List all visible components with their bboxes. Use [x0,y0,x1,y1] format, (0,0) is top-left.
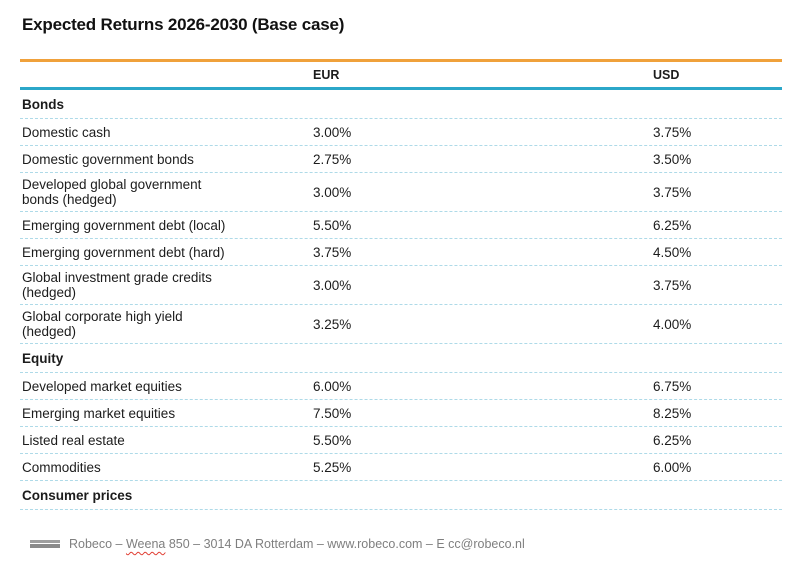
usd-value: 3.75% [653,124,692,140]
eur-value: 6.00% [313,378,352,394]
row-label: Emerging market equities [22,405,176,421]
table-row: Listed real estate 5.50% 6.25% [20,427,782,454]
row-label: Global corporate high yield (hedged) [22,309,183,339]
bars-icon [30,540,60,548]
usd-value: 4.50% [653,244,692,260]
header-eur: EUR [313,67,340,82]
table-row: Commodities 5.25% 6.00% [20,454,782,481]
table-header-row: EUR USD [20,59,782,90]
table-row: Developed global government bonds (hedge… [20,173,782,212]
table-row: Domestic government bonds 2.75% 3.50% [20,146,782,173]
expected-returns-table: EUR USD Bonds Domestic cash 3.00% 3.75% … [20,59,782,510]
usd-value: 6.25% [653,432,692,448]
usd-value: 6.00% [653,459,692,475]
page-title: Expected Returns 2026-2030 (Base case) [22,15,345,34]
eur-value: 3.00% [313,184,352,200]
row-label: Domestic cash [22,124,111,140]
document-page: Expected Returns 2026-2030 (Base case) E… [20,15,782,551]
usd-value: 3.75% [653,184,692,200]
usd-value: 3.75% [653,277,692,293]
row-label: Domestic government bonds [22,151,194,167]
eur-value: 3.00% [313,124,352,140]
eur-value: 2.75% [313,151,352,167]
section-header-consumer-prices: Consumer prices [20,481,782,510]
header-empty-cell [20,71,313,79]
row-label: Listed real estate [22,432,125,448]
section-label: Consumer prices [22,487,133,503]
eur-value: 3.25% [313,316,352,332]
eur-value: 3.75% [313,244,352,260]
eur-value: 7.50% [313,405,352,421]
row-label: Emerging government debt (local) [22,217,226,233]
table-row: Domestic cash 3.00% 3.75% [20,119,782,146]
eur-value: 3.00% [313,277,352,293]
eur-value: 5.25% [313,459,352,475]
usd-value: 4.00% [653,316,692,332]
usd-value: 3.50% [653,151,692,167]
usd-value: 6.25% [653,217,692,233]
table-row: Global investment grade credits (hedged)… [20,266,782,305]
usd-value: 8.25% [653,405,692,421]
section-header-bonds: Bonds [20,90,782,119]
table-row: Global corporate high yield (hedged) 3.2… [20,305,782,344]
row-label: Commodities [22,459,101,475]
section-header-equity: Equity [20,344,782,373]
row-label: Developed market equities [22,378,182,394]
eur-value: 5.50% [313,432,352,448]
row-label: Global investment grade credits (hedged) [22,270,212,300]
table-row: Emerging market equities 7.50% 8.25% [20,400,782,427]
footer-text: Robeco – Weena 850 – 3014 DA Rotterdam –… [69,537,525,551]
header-usd: USD [653,67,680,82]
footer-misspelled-word: Weena [125,537,166,551]
row-label: Emerging government debt (hard) [22,244,225,260]
table-row: Emerging government debt (hard) 3.75% 4.… [20,239,782,266]
table-row: Developed market equities 6.00% 6.75% [20,373,782,400]
eur-value: 5.50% [313,217,352,233]
footer-text-prefix: Robeco – [69,537,126,551]
section-label: Equity [22,350,64,366]
section-label: Bonds [22,96,64,112]
row-label: Developed global government bonds (hedge… [22,177,202,207]
table-row: Emerging government debt (local) 5.50% 6… [20,212,782,239]
footer-contact-line: Robeco – Weena 850 – 3014 DA Rotterdam –… [30,537,782,551]
footer-text-suffix: 850 – 3014 DA Rotterdam – www.robeco.com… [165,537,525,551]
usd-value: 6.75% [653,378,692,394]
